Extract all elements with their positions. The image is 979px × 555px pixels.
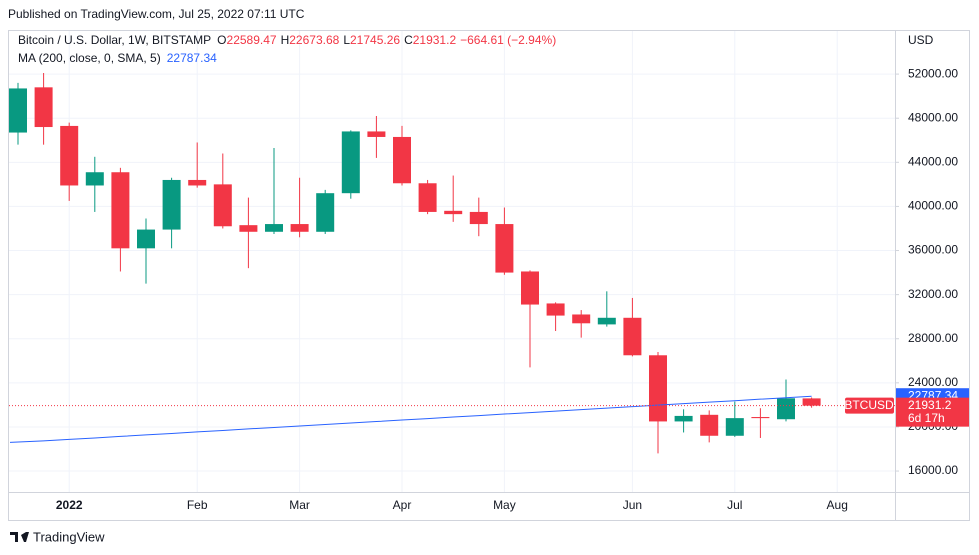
axes: 16000.0020000.0024000.0028000.0032000.00…: [56, 66, 969, 512]
x-tick-label: 2022: [56, 498, 83, 512]
candle-body: [802, 398, 821, 406]
candle-body: [674, 415, 693, 422]
legend-header: Bitcoin / U.S. Dollar, 1W, BITSTAMP O2258…: [18, 33, 556, 47]
y-tick-label: 44000.00: [908, 154, 958, 168]
ohlc-key: L: [343, 33, 350, 47]
candle-body: [367, 131, 386, 137]
candle-body: [623, 317, 642, 356]
chart-frame: [8, 30, 970, 521]
y-tick-label: 52000.00: [908, 66, 958, 80]
ohlc-key: O: [217, 33, 226, 47]
candle-body: [725, 418, 744, 436]
candle-body: [34, 87, 53, 128]
candle-body: [162, 179, 181, 230]
candle-body: [700, 414, 719, 436]
candle-body: [239, 225, 258, 232]
candle-body: [341, 131, 360, 194]
indicator-name: MA (200, close, 0, SMA, 5): [18, 51, 161, 65]
y-tick-label: 36000.00: [908, 243, 958, 257]
symbol-tag: [845, 397, 894, 414]
ohlc-value: 21931.2: [413, 33, 457, 47]
candle-body: [444, 210, 463, 215]
change-value: −664.61 (−2.94%): [460, 33, 556, 47]
candle-body: [649, 355, 667, 422]
candle-body: [751, 417, 770, 419]
y-tick-label: 16000.00: [908, 463, 958, 477]
candle-body: [572, 314, 591, 324]
candle-body: [60, 125, 79, 186]
candle-body: [9, 88, 27, 133]
indicator-value: 22787.34: [167, 51, 217, 65]
candle-body: [316, 193, 335, 232]
ohlc-value: 22589.47: [227, 33, 277, 47]
y-tick-label: 28000.00: [908, 331, 958, 345]
plot-area: [9, 73, 895, 454]
candle-body: [495, 224, 514, 273]
ohlc-value: 21745.26: [350, 33, 400, 47]
last-price-text: 21931.2: [908, 398, 952, 412]
candle-body: [546, 303, 565, 316]
x-tick-label: Aug: [827, 498, 848, 512]
symbol-title: Bitcoin / U.S. Dollar, 1W, BITSTAMP: [18, 33, 211, 47]
candle-body: [418, 183, 437, 212]
indicator-legend: MA (200, close, 0, SMA, 5) 22787.34: [18, 51, 217, 65]
x-tick-label: May: [493, 498, 516, 512]
candle-body: [290, 224, 309, 232]
candle-body: [777, 398, 795, 420]
indicator-line: [9, 395, 812, 443]
x-tick-label: Feb: [187, 498, 208, 512]
ohlc-key: H: [281, 33, 290, 47]
y-tick-label: 32000.00: [908, 287, 958, 301]
candle-body: [521, 271, 539, 305]
brand: TradingView: [33, 529, 105, 544]
x-tick-label: Jun: [623, 498, 642, 512]
candle-body: [393, 136, 411, 184]
candle-body: [469, 211, 488, 225]
symbol-text: BTCUSD: [844, 398, 894, 412]
candle-body: [597, 317, 616, 325]
last-price-tag: [896, 397, 969, 427]
currency-label: USD: [908, 33, 934, 47]
countdown-text: 6d 17h: [908, 411, 945, 425]
published-note: Published on TradingView.com, Jul 25, 20…: [8, 7, 305, 21]
x-tick-label: Mar: [289, 498, 310, 512]
candle-body: [137, 229, 155, 249]
x-tick-label: Jul: [727, 498, 742, 512]
grid: [9, 31, 895, 492]
candle-body: [188, 179, 207, 186]
candle-body: [85, 172, 104, 186]
y-tick-label: 24000.00: [908, 375, 958, 389]
ohlc-value: 22673.68: [289, 33, 339, 47]
y-tick-label: 48000.00: [908, 110, 958, 124]
y-tick-label: 40000.00: [908, 199, 958, 213]
candle-body: [111, 172, 130, 249]
ohlc-key: C: [404, 33, 413, 47]
candle-body: [265, 224, 283, 232]
candle-body: [213, 184, 232, 227]
footer-logo: TradingView: [10, 529, 105, 544]
x-tick-label: Apr: [393, 498, 412, 512]
